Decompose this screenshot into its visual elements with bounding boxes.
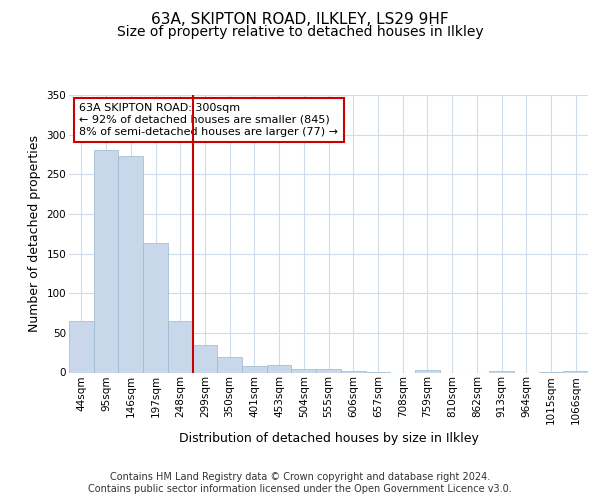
- Y-axis label: Number of detached properties: Number of detached properties: [28, 135, 41, 332]
- Bar: [563, 371, 588, 372]
- Bar: [316, 370, 341, 372]
- Text: 63A, SKIPTON ROAD, ILKLEY, LS29 9HF: 63A, SKIPTON ROAD, ILKLEY, LS29 9HF: [151, 12, 449, 28]
- Bar: [217, 356, 242, 372]
- Bar: [267, 364, 292, 372]
- Text: Size of property relative to detached houses in Ilkley: Size of property relative to detached ho…: [116, 25, 484, 39]
- Bar: [69, 321, 94, 372]
- Bar: [292, 368, 316, 372]
- Text: Contains HM Land Registry data © Crown copyright and database right 2024.
Contai: Contains HM Land Registry data © Crown c…: [88, 472, 512, 494]
- Bar: [193, 345, 217, 372]
- Bar: [242, 366, 267, 372]
- Bar: [118, 156, 143, 372]
- X-axis label: Distribution of detached houses by size in Ilkley: Distribution of detached houses by size …: [179, 432, 478, 445]
- Bar: [489, 371, 514, 372]
- Bar: [415, 370, 440, 372]
- Text: 63A SKIPTON ROAD: 300sqm
← 92% of detached houses are smaller (845)
8% of semi-d: 63A SKIPTON ROAD: 300sqm ← 92% of detach…: [79, 104, 338, 136]
- Bar: [143, 244, 168, 372]
- Bar: [168, 321, 193, 372]
- Bar: [94, 150, 118, 372]
- Bar: [341, 371, 365, 372]
